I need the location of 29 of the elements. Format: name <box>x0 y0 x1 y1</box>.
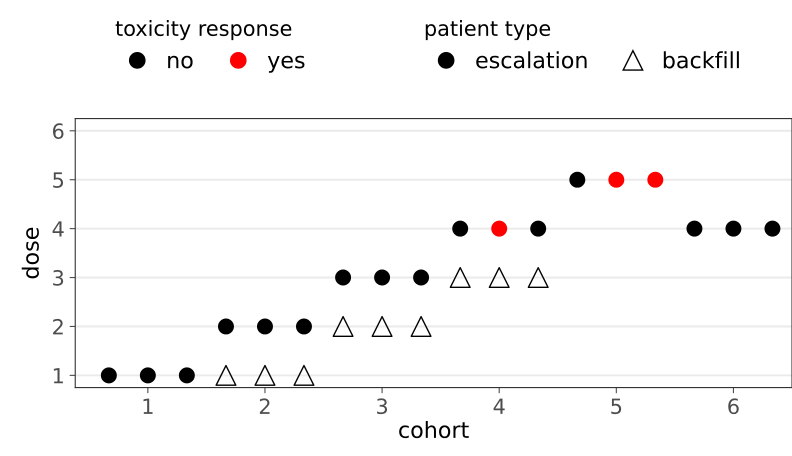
y-tick-label: 1 <box>54 368 63 384</box>
point <box>372 316 393 337</box>
point <box>410 316 432 337</box>
x-tick-label: 1 <box>144 398 153 414</box>
y-tick-label: 5 <box>53 172 64 188</box>
point <box>254 364 276 386</box>
y-tick-label: 4 <box>52 221 64 237</box>
text: no <box>168 56 193 68</box>
text: yes <box>268 56 304 73</box>
point <box>528 267 549 288</box>
y-tick-label: 3 <box>53 270 64 286</box>
y-axis-title: dose <box>22 228 39 278</box>
x-tick-label: 5 <box>611 398 622 414</box>
legend-label: backfill <box>664 51 739 68</box>
point <box>215 364 236 386</box>
x-tick-label: 6 <box>728 398 739 414</box>
y-tick-label: 6 <box>53 123 64 139</box>
y-tick-label: 2 <box>53 318 63 334</box>
legend-label: escalation <box>476 51 587 68</box>
text: toxicity response <box>116 20 292 40</box>
point <box>488 267 510 288</box>
point <box>332 316 354 337</box>
text: patient type <box>426 20 550 40</box>
x-tick-label: 3 <box>377 398 388 414</box>
point <box>450 267 471 288</box>
x-tick-label: 4 <box>494 398 505 414</box>
x-axis-title: cohort <box>399 420 469 438</box>
x-tick-label: 2 <box>260 398 270 414</box>
point <box>293 364 314 386</box>
